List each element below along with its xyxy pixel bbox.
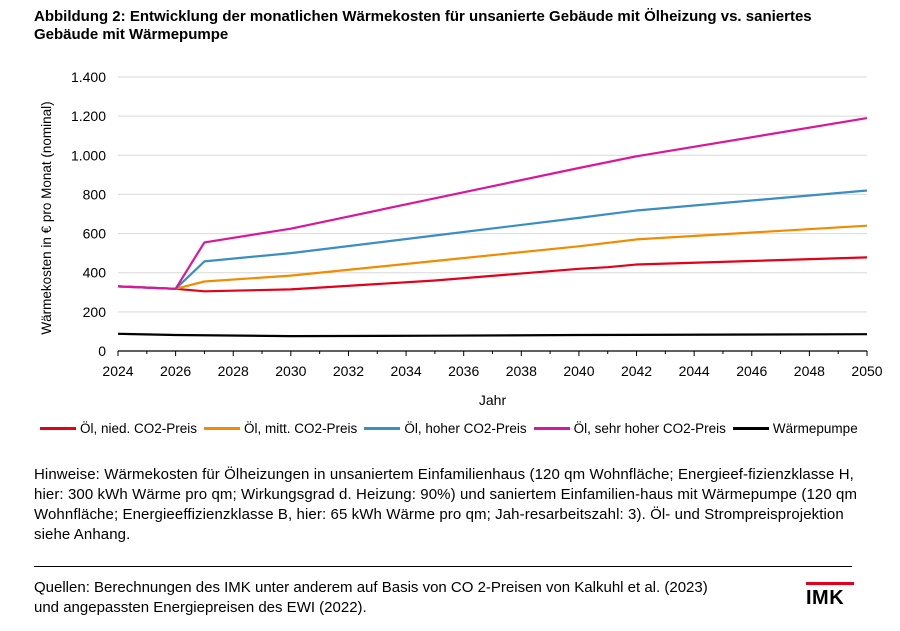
logo-text: IMK [806,587,845,609]
x-tick-label: 2050 [851,363,882,379]
x-tick-label: 2042 [621,363,652,379]
x-tick-label: 2040 [563,363,594,379]
legend-item: Wärmepumpe [732,421,858,436]
series-line [117,224,868,290]
legend-swatch [533,427,570,430]
legend-label: Öl, hoher CO2-Preis [404,421,527,436]
chart-legend: Öl, nied. CO2-Preis Öl, mitt. CO2-Preis Öl… [40,421,900,436]
legend-item: Öl, hoher CO2-Preis [364,421,527,436]
series-line [117,332,868,338]
x-tick-label: 2024 [102,363,133,379]
x-tick-label: 2030 [275,363,306,379]
x-tick-label: 2034 [390,363,421,379]
x-tick-label: 2046 [736,363,767,379]
x-axis-title: Jahr [479,392,507,408]
x-tick-label: 2038 [506,363,537,379]
figure-title: Abbildung 2: Entwicklung der monatlichen… [34,8,812,43]
legend-label: Öl, mitt. CO2-Preis [244,421,358,436]
x-tick-label: 2036 [448,363,479,379]
y-tick-label: 600 [83,226,107,242]
legend-item: Öl, nied. CO2-Preis [40,421,197,436]
series-line [117,117,868,290]
sources-text: Quellen: Berechnungen des IMK unter ande… [34,579,708,616]
x-tick-label: 2048 [794,363,825,379]
legend-swatch [40,427,76,430]
legend-item: Öl, mitt. CO2-Preis [204,421,357,436]
legend-label: Öl, nied. CO2-Preis [80,421,198,436]
legend-swatch [204,427,241,430]
y-tick-label: 200 [83,304,107,320]
y-tick-label: 1.200 [71,108,106,124]
y-axis-title: Wärmekosten in € pro Monat (nominal) [39,101,54,334]
y-tick-label: 0 [98,343,106,359]
y-tick-label: 1.400 [71,69,106,85]
legend-label: Öl, sehr hoher CO2-Preis [573,421,726,436]
imk-logo: IMK [806,582,854,609]
notes-text: Hinweise: Wärmekosten für Ölheizungen in… [34,466,858,543]
legend-swatch [364,427,401,430]
line-chart: 0 200 400 600 800 1.000 1.200 1.400 2024 2026 2028… [39,69,883,408]
series-line [117,189,868,290]
x-tick-label: 2044 [679,363,710,379]
y-tick-label: 800 [83,186,107,202]
x-tick-label: 2028 [218,363,249,379]
series-line [117,256,868,293]
legend-swatch [732,427,769,430]
logo-bar [806,582,854,585]
divider [34,566,852,567]
legend-item: Öl, sehr hoher CO2-Preis [533,421,726,436]
x-tick-label: 2026 [160,363,191,379]
y-tick-label: 400 [83,265,107,281]
legend-label: Wärmepumpe [772,421,858,436]
x-tick-label: 2032 [333,363,364,379]
y-tick-label: 1.000 [71,147,106,163]
